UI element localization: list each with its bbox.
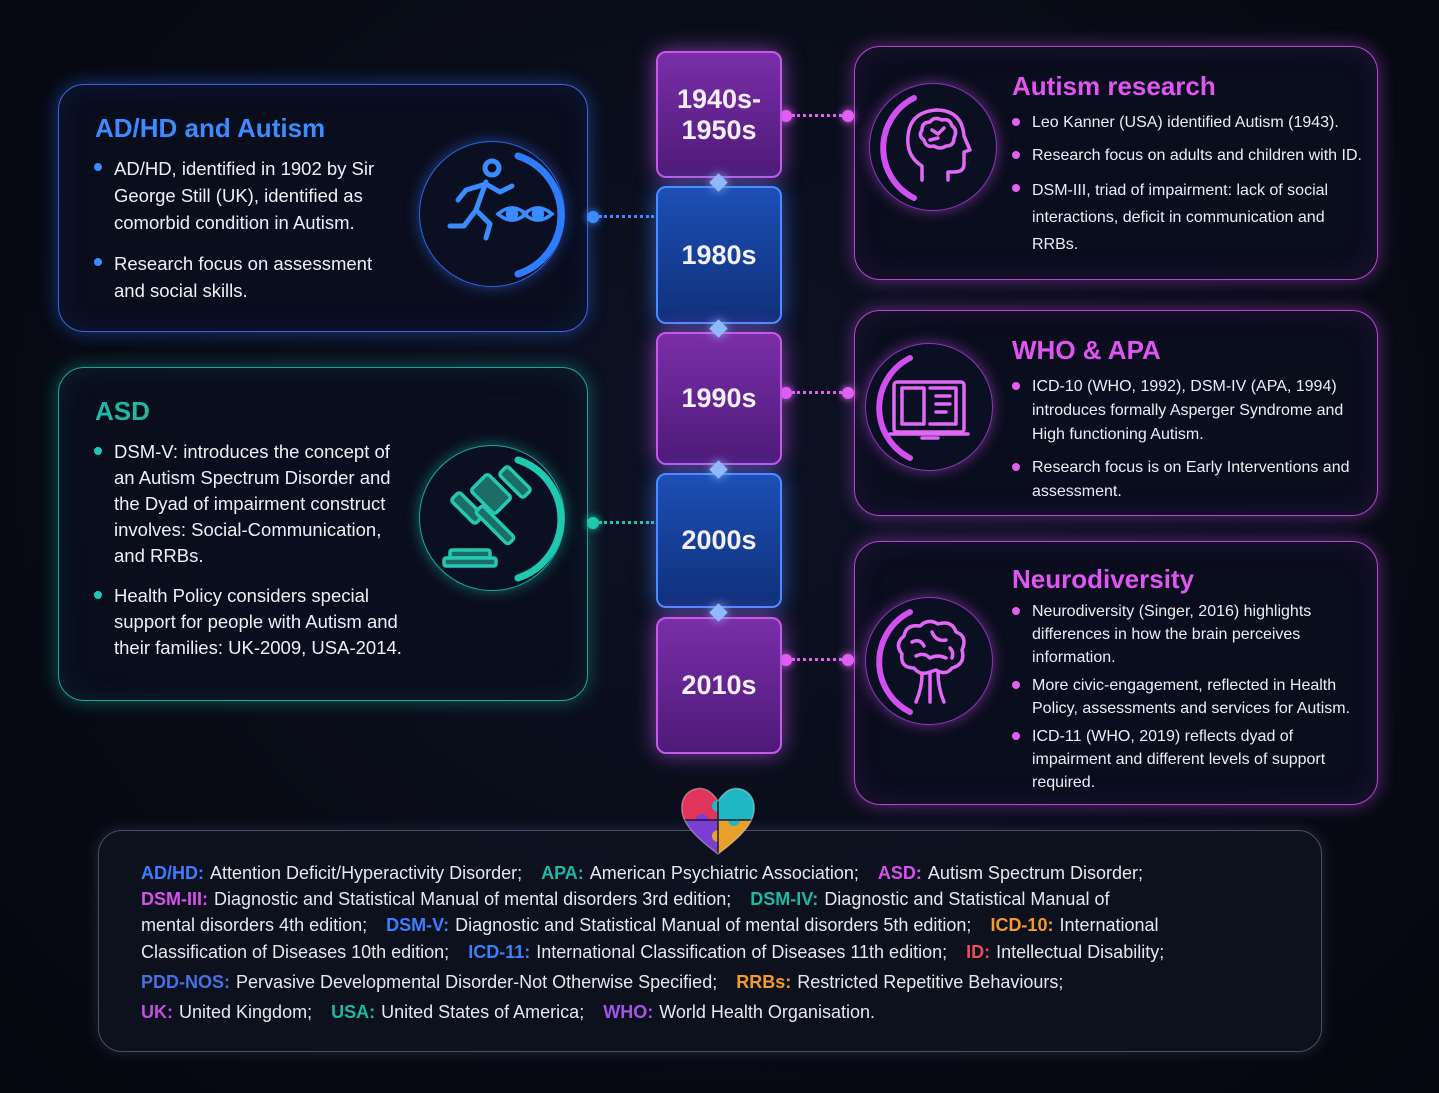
- connector-dot-who-left: [780, 387, 792, 399]
- neurodiversity-bullet-2: More civic-engagement, reflected in Heal…: [1012, 674, 1372, 720]
- asd-title: ASD: [95, 396, 150, 426]
- era-1940s-1950s: 1940s- 1950s: [656, 51, 782, 178]
- glossary-term: ICD-11:: [468, 942, 531, 962]
- adhd-bullets: AD/HD, identified in 1902 by Sir George …: [94, 155, 394, 318]
- running-person-eyes-icon: [419, 141, 565, 287]
- connector-dot-asd-left: [587, 517, 599, 529]
- glossary-box: AD/HD: Attention Deficit/Hyperactivity Di…: [98, 830, 1322, 1052]
- glossary-term: DSM-V:: [386, 915, 450, 935]
- adhd-bullet-2: Research focus on assessment and social …: [94, 250, 374, 304]
- connector-dot-research-right: [842, 110, 854, 122]
- connector-dot-neuro-right: [842, 654, 854, 666]
- asd-bullet-1: DSM-V: introduces the concept of an Auti…: [94, 439, 399, 569]
- connector-dot-neuro-left: [780, 654, 792, 666]
- asd-bullet-2: Health Policy considers special support …: [94, 583, 434, 661]
- glossary-line-6: UK: United Kingdom; USA: United States of …: [141, 1002, 889, 1023]
- research-bullet-1: Leo Kanner (USA) identified Autism (1943…: [1012, 111, 1362, 135]
- brain-icon: [865, 597, 993, 725]
- glossary-term: ICD-10:: [990, 915, 1054, 935]
- neurodiversity-title: Neurodiversity: [1012, 564, 1195, 594]
- adhd-bullet-1: AD/HD, identified in 1902 by Sir George …: [94, 155, 404, 236]
- connector-adhd: [599, 215, 654, 218]
- connector-neuro: [792, 658, 842, 661]
- glossary-term: AD/HD:: [141, 863, 204, 883]
- who-apa-bullet-1: ICD-10 (WHO, 1992), DSM-IV (APA, 1994) i…: [1012, 375, 1367, 447]
- glossary-def: Attention Deficit/Hyperactivity Disorder…: [210, 863, 523, 883]
- connector-asd: [599, 521, 654, 524]
- adhd-title: AD/HD and Autism: [95, 113, 326, 143]
- glossary-def: International Classification of Diseases…: [536, 942, 948, 962]
- era-1990s: 1990s: [656, 332, 782, 465]
- glossary-term: USA:: [331, 1002, 376, 1022]
- research-bullet-2: Research focus on adults and children wi…: [1012, 144, 1362, 168]
- glossary-line-4: Classification of Diseases 10th edition;…: [141, 942, 1178, 963]
- glossary-line-1: AD/HD: Attention Deficit/Hyperactivity Di…: [141, 863, 1157, 884]
- connector-dot-adhd-left: [587, 211, 599, 223]
- adhd-card: AD/HD and Autism AD/HD, identified in 19…: [58, 84, 588, 332]
- era-1980s: 1980s: [656, 186, 782, 324]
- glossary-def: Diagnostic and Statistical Manual of men…: [455, 915, 972, 935]
- connector-dot-who-right: [842, 387, 854, 399]
- who-apa-card: WHO & APA ICD-10 (WHO, 1992), DSM-IV (AP…: [854, 310, 1378, 516]
- glossary-term: DSM-IV:: [750, 889, 819, 909]
- glossary-def: United Kingdom;: [179, 1002, 313, 1022]
- connector-dot-research-left: [780, 110, 792, 122]
- glossary-term: UK:: [141, 1002, 173, 1022]
- connector-research: [792, 114, 842, 117]
- who-apa-bullet-2: Research focus is on Early Interventions…: [1012, 456, 1352, 504]
- era-2010s: 2010s: [656, 617, 782, 754]
- glossary-def: Intellectual Disability;: [996, 942, 1165, 962]
- glossary-def: Pervasive Developmental Disorder-Not Oth…: [236, 972, 718, 992]
- glossary-term: APA:: [541, 863, 584, 883]
- research-title: Autism research: [1012, 71, 1216, 101]
- gavel-icon: [419, 445, 565, 591]
- glossary-def: Autism Spectrum Disorder;: [927, 863, 1143, 883]
- who-apa-title: WHO & APA: [1012, 335, 1161, 365]
- glossary-line-3: mental disorders 4th edition; DSM-V: Diag…: [141, 915, 1173, 936]
- glossary-def: mental disorders 4th edition;: [141, 915, 368, 935]
- head-brain-icon: [869, 83, 997, 211]
- asd-card: ASD DSM-V: introduces the concept of an …: [58, 367, 588, 701]
- glossary-line-5: PDD-NOS: Pervasive Developmental Disorder…: [141, 972, 1077, 993]
- era-2000s: 2000s: [656, 473, 782, 608]
- glossary-term: RRBs:: [736, 972, 792, 992]
- research-bullet-3: DSM-III, triad of impairment: lack of so…: [1012, 177, 1352, 258]
- book-icon: [865, 343, 993, 471]
- glossary-term: PDD-NOS:: [141, 972, 230, 992]
- research-card: Autism research Leo Kanner (USA) identif…: [854, 46, 1378, 280]
- glossary-def: International: [1059, 915, 1159, 935]
- glossary-def: Diagnostic and Statistical Manual of men…: [214, 889, 732, 909]
- glossary-term: DSM-III:: [141, 889, 208, 909]
- neurodiversity-bullets: Neurodiversity (Singer, 2016) highlights…: [1012, 600, 1357, 803]
- puzzle-heart-icon: [678, 784, 758, 858]
- who-apa-bullets: ICD-10 (WHO, 1992), DSM-IV (APA, 1994) i…: [1012, 375, 1362, 513]
- neurodiversity-card: Neurodiversity Neurodiversity (Singer, 2…: [854, 541, 1378, 805]
- glossary-def: Classification of Diseases 10th edition;: [141, 942, 450, 962]
- glossary-def: World Health Organisation.: [659, 1002, 875, 1022]
- glossary-line-2: DSM-III: Diagnostic and Statistical Manua…: [141, 889, 1123, 910]
- asd-bullets: DSM-V: introduces the concept of an Auti…: [94, 439, 434, 675]
- research-bullets: Leo Kanner (USA) identified Autism (1943…: [1012, 111, 1362, 267]
- glossary-def: Diagnostic and Statistical Manual of: [824, 889, 1110, 909]
- neurodiversity-bullet-3: ICD-11 (WHO, 2019) reflects dyad of impa…: [1012, 725, 1352, 794]
- glossary-def: American Psychiatric Association;: [589, 863, 859, 883]
- neurodiversity-bullet-1: Neurodiversity (Singer, 2016) highlights…: [1012, 600, 1332, 669]
- connector-who: [792, 391, 842, 394]
- glossary-def: Restricted Repetitive Behaviours;: [797, 972, 1064, 992]
- glossary-term: WHO:: [603, 1002, 654, 1022]
- glossary-term: ID:: [966, 942, 991, 962]
- glossary-term: ASD:: [877, 863, 922, 883]
- glossary-def: United States of America;: [381, 1002, 585, 1022]
